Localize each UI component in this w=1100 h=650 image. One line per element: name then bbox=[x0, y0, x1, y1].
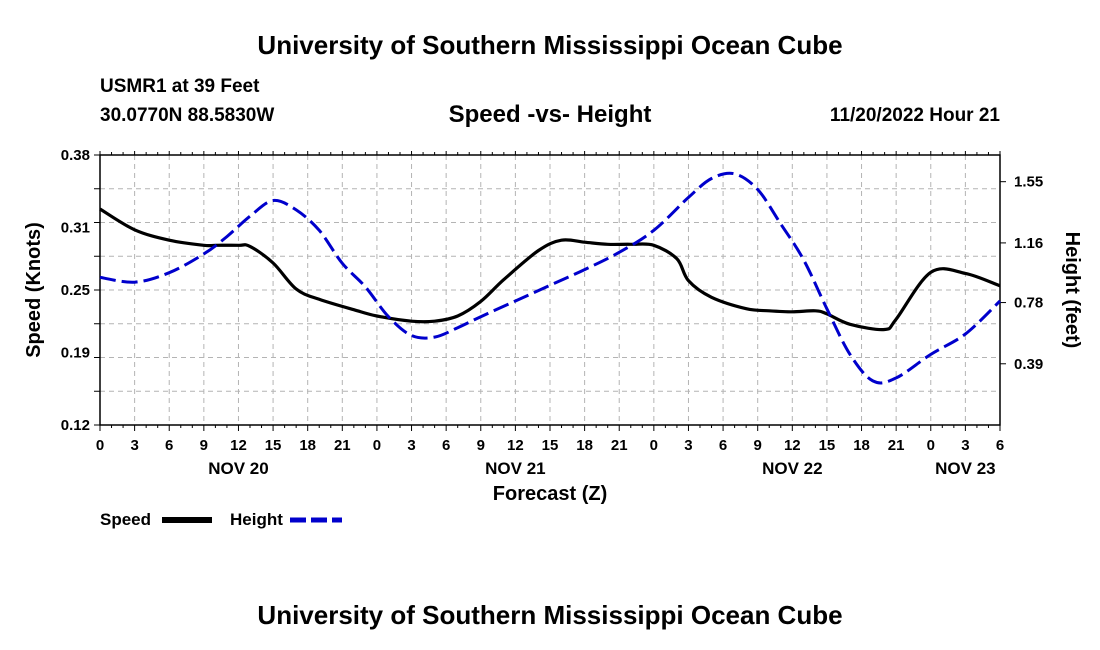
x-day-label: NOV 22 bbox=[762, 459, 822, 478]
x-tick-label: 6 bbox=[719, 437, 727, 454]
y-tick-label: 0.25 bbox=[61, 282, 90, 299]
x-tick-label: 9 bbox=[477, 437, 485, 454]
x-tick-label: 6 bbox=[165, 437, 173, 454]
x-tick-label: 12 bbox=[784, 437, 801, 454]
y-tick-label: 0.31 bbox=[61, 220, 90, 237]
x-tick-label: 0 bbox=[927, 437, 935, 454]
x-tick-label: 3 bbox=[130, 437, 138, 454]
x-axis-label: Forecast (Z) bbox=[493, 483, 607, 505]
x-tick-label: 6 bbox=[996, 437, 1004, 454]
y2-axis-label: Height (feet) bbox=[1061, 232, 1083, 349]
legend-height-label: Height bbox=[230, 510, 283, 529]
x-tick-label: 3 bbox=[684, 437, 692, 454]
x-tick-label: 3 bbox=[407, 437, 415, 454]
x-tick-label: 21 bbox=[334, 437, 351, 454]
y2-tick-label: 0.39 bbox=[1014, 356, 1043, 373]
height-series-line bbox=[99, 171, 1002, 385]
series-layer bbox=[99, 171, 1002, 385]
y-tick-label: 0.38 bbox=[61, 147, 90, 164]
x-tick-label: 18 bbox=[576, 437, 593, 454]
x-day-label: NOV 21 bbox=[485, 459, 545, 478]
x-day-label: NOV 20 bbox=[208, 459, 268, 478]
x-tick-label: 21 bbox=[611, 437, 628, 454]
y-tick-label: 0.12 bbox=[61, 417, 90, 434]
forecast-datetime: 11/20/2022 Hour 21 bbox=[829, 105, 1000, 126]
x-tick-label: 0 bbox=[96, 437, 104, 454]
y2-tick-label: 1.16 bbox=[1014, 235, 1043, 252]
grid-lines bbox=[100, 155, 1000, 425]
axis-ticks: 0 3 6 9 12 15 18 21 0 3 6 9 12 15 18 21 0 3 6 9 12 15 18 21 0 3 6N… bbox=[61, 147, 1043, 478]
speed-height-chart: 0 3 6 9 12 15 18 21 0 3 6 9 12 15 18 21 0 3 6 9 12 15 18 21 0 3 6N… bbox=[23, 147, 1083, 529]
y2-tick-label: 1.55 bbox=[1014, 174, 1043, 191]
x-tick-label: 15 bbox=[542, 437, 559, 454]
x-tick-label: 18 bbox=[299, 437, 316, 454]
legend-speed-label: Speed bbox=[100, 510, 151, 529]
x-tick-label: 15 bbox=[819, 437, 836, 454]
x-day-label: NOV 23 bbox=[935, 459, 995, 478]
chart-subtitle: Speed -vs- Height bbox=[448, 101, 652, 128]
station-coords: 30.0770N 88.5830W bbox=[100, 105, 275, 126]
x-tick-label: 15 bbox=[265, 437, 282, 454]
x-tick-label: 12 bbox=[230, 437, 247, 454]
x-tick-label: 9 bbox=[754, 437, 762, 454]
x-tick-label: 9 bbox=[200, 437, 208, 454]
chart-title: University of Southern Mississippi Ocean… bbox=[257, 30, 843, 60]
station-label: USMR1 at 39 Feet bbox=[100, 76, 260, 97]
y-axis-label: Speed (Knots) bbox=[23, 222, 45, 358]
x-tick-label: 12 bbox=[507, 437, 524, 454]
y-tick-label: 0.19 bbox=[61, 344, 90, 361]
x-tick-label: 0 bbox=[650, 437, 658, 454]
speed-series-line bbox=[99, 207, 1001, 332]
x-tick-label: 21 bbox=[888, 437, 905, 454]
x-tick-label: 3 bbox=[961, 437, 969, 454]
x-tick-label: 18 bbox=[853, 437, 870, 454]
x-tick-label: 6 bbox=[442, 437, 450, 454]
footer-title: University of Southern Mississippi Ocean… bbox=[257, 600, 843, 630]
x-tick-label: 0 bbox=[373, 437, 381, 454]
y2-tick-label: 0.78 bbox=[1014, 295, 1043, 312]
